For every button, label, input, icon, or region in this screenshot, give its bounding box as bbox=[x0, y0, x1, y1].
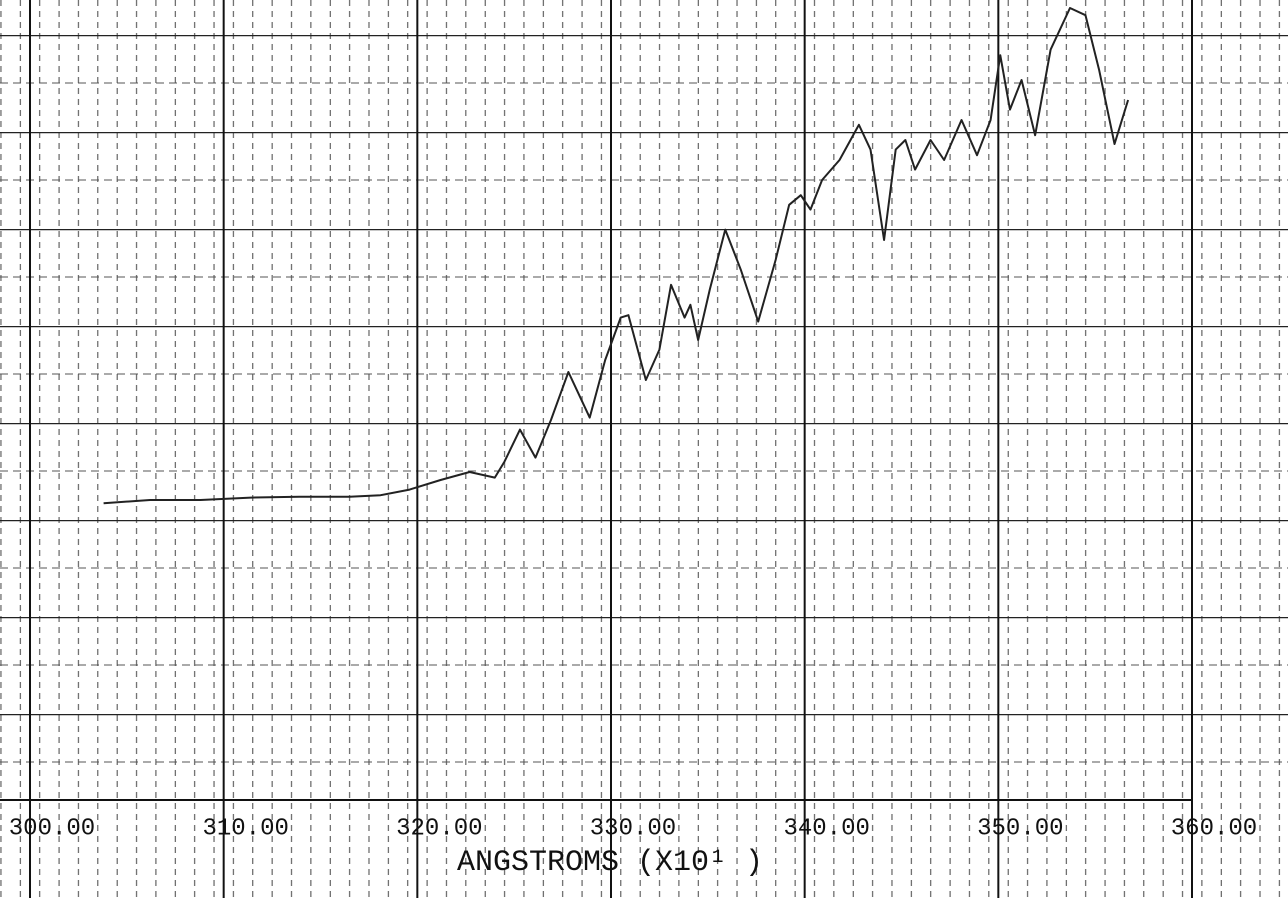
horizontal-grid bbox=[0, 0, 1288, 800]
x-tick-label: 340.00 bbox=[783, 815, 869, 842]
x-tick-label: 310.00 bbox=[202, 815, 288, 842]
spectrum-line bbox=[103, 7, 1130, 505]
x-tick-label: 300.00 bbox=[9, 815, 95, 842]
x-tick-label: 350.00 bbox=[977, 815, 1063, 842]
x-tick-label: 320.00 bbox=[396, 815, 482, 842]
x-tick-label: 330.00 bbox=[590, 815, 676, 842]
x-tick-label: 360.00 bbox=[1171, 815, 1257, 842]
